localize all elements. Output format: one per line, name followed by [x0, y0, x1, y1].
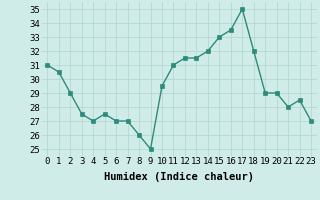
- X-axis label: Humidex (Indice chaleur): Humidex (Indice chaleur): [104, 172, 254, 182]
